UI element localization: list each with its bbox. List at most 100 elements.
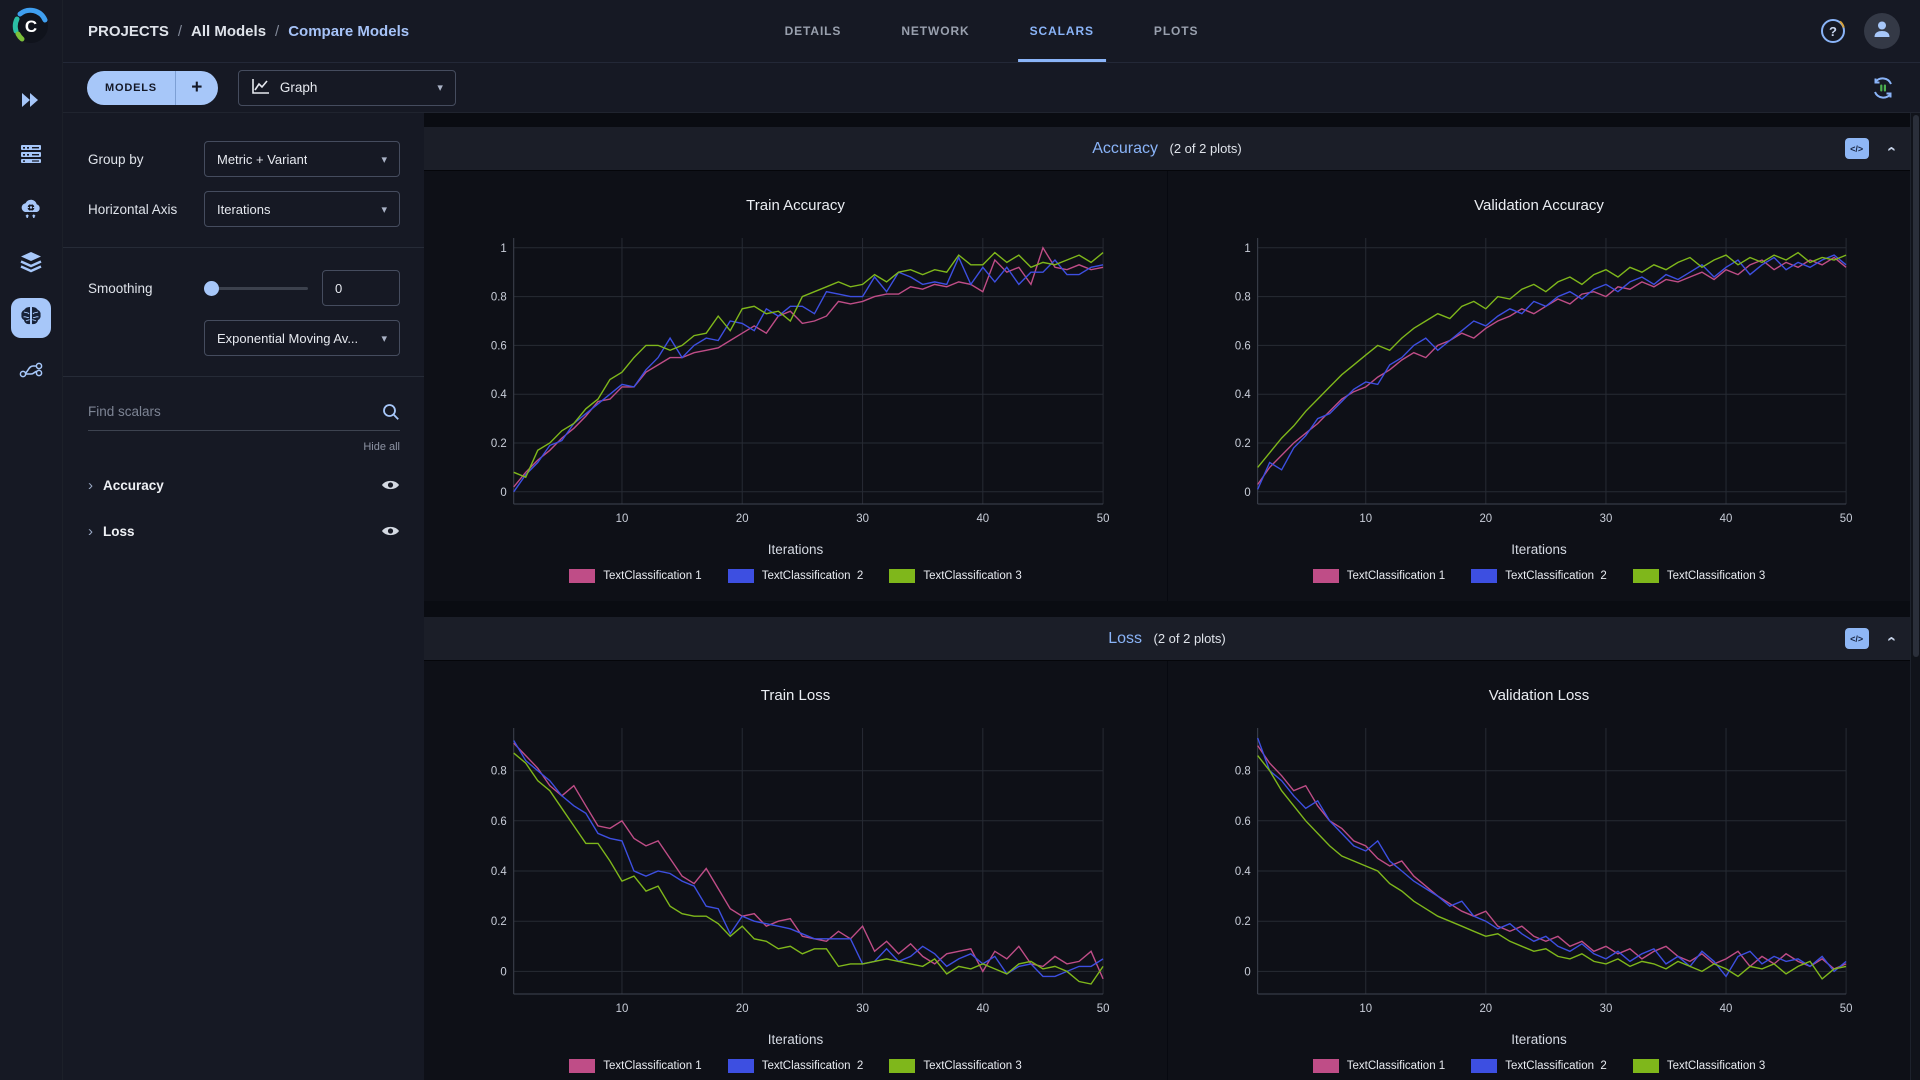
- legend-item[interactable]: TextClassification 2: [1471, 1059, 1607, 1073]
- user-avatar[interactable]: [1864, 13, 1900, 49]
- embed-code-icon[interactable]: </>: [1844, 628, 1869, 649]
- chart-plot-area[interactable]: 0 0.2 0.4 0.6 0.8 1 10 20 30 40 50: [478, 230, 1113, 530]
- nav-datasets-button[interactable]: [11, 136, 51, 176]
- cloud-gear-icon: [19, 197, 43, 224]
- legend-label: TextClassification 1: [603, 1060, 702, 1072]
- scalar-group-accuracy[interactable]: › Accuracy: [88, 471, 400, 499]
- svg-text:C: C: [25, 17, 37, 36]
- legend-swatch: [727, 1059, 754, 1073]
- legend-label: TextClassification 3: [923, 1060, 1022, 1072]
- legend-swatch: [1312, 569, 1339, 583]
- svg-text:0.4: 0.4: [491, 866, 507, 878]
- visibility-eye-icon[interactable]: [381, 524, 400, 538]
- nav-pipelines-button[interactable]: [11, 352, 51, 392]
- chevron-right-icon[interactable]: ›: [88, 522, 93, 540]
- section-title[interactable]: Loss: [1108, 629, 1143, 647]
- search-icon[interactable]: [382, 403, 400, 426]
- legend-item[interactable]: TextClassification 2: [1471, 569, 1607, 583]
- chart-plot-area[interactable]: 0 0.2 0.4 0.6 0.8 1 10 20 30 40 50: [1222, 230, 1856, 530]
- add-model-button[interactable]: +: [191, 76, 203, 98]
- chart-train-accuracy: Train Accuracy 0 0.2 0.4 0.6 0.8 1 10 20 30 40 50 …: [424, 171, 1167, 601]
- svg-text:0.6: 0.6: [1235, 816, 1251, 828]
- hide-all-button[interactable]: Hide all: [363, 441, 400, 453]
- chart-title: Train Accuracy: [746, 197, 845, 214]
- collapse-section-icon[interactable]: ›: [1882, 145, 1900, 152]
- embed-code-icon[interactable]: </>: [1844, 138, 1869, 159]
- person-icon: [1871, 18, 1893, 45]
- scalar-group-loss[interactable]: › Loss: [88, 517, 400, 545]
- nav-models-button[interactable]: [11, 298, 51, 338]
- line-chart-icon: [251, 78, 270, 98]
- legend-item[interactable]: TextClassification 1: [1312, 1059, 1446, 1073]
- svg-text:30: 30: [856, 513, 869, 525]
- legend-item[interactable]: TextClassification 3: [1632, 1059, 1765, 1073]
- legend-label: TextClassification 3: [923, 570, 1022, 582]
- svg-text:0.6: 0.6: [491, 340, 507, 352]
- legend-item[interactable]: TextClassification 3: [889, 1059, 1022, 1073]
- legend-item[interactable]: TextClassification 1: [569, 569, 702, 583]
- legend-swatch: [1632, 1059, 1659, 1073]
- smoothing-value-input[interactable]: [322, 270, 400, 306]
- tab-plots[interactable]: PLOTS: [1153, 24, 1199, 38]
- nav-projects-button[interactable]: [11, 82, 51, 122]
- search-input[interactable]: [88, 404, 400, 419]
- legend-item[interactable]: TextClassification 1: [1312, 569, 1445, 583]
- chevron-down-icon: ▾: [381, 203, 387, 216]
- models-button[interactable]: MODELS: [105, 81, 157, 94]
- clearml-logo[interactable]: C: [12, 7, 50, 50]
- smoothing-label: Smoothing: [88, 280, 153, 296]
- tab-scalars[interactable]: SCALARS: [1000, 0, 1124, 62]
- nav-hyper-datasets-button[interactable]: [11, 244, 51, 284]
- svg-text:10: 10: [1359, 1003, 1372, 1015]
- legend-item[interactable]: TextClassification 1: [569, 1059, 702, 1073]
- panel-divider: [63, 247, 424, 248]
- svg-text:0: 0: [500, 966, 506, 978]
- layers-icon: [19, 251, 43, 278]
- auto-refresh-button[interactable]: [1870, 75, 1896, 101]
- svg-text:40: 40: [1720, 513, 1733, 525]
- chart-plot-area[interactable]: 0 0.2 0.4 0.6 0.8 10 20 30 40 50: [478, 720, 1113, 1020]
- slider-thumb[interactable]: [204, 280, 219, 296]
- tab-details[interactable]: DETAILS: [784, 24, 842, 38]
- svg-text:1: 1: [1244, 243, 1250, 255]
- group-by-select[interactable]: Metric + Variant ▾: [204, 141, 400, 177]
- chart-plot-area[interactable]: 0 0.2 0.4 0.6 0.8 10 20 30 40 50: [1222, 720, 1856, 1020]
- collapse-section-icon[interactable]: ›: [1882, 635, 1900, 642]
- tab-network[interactable]: NETWORK: [901, 24, 970, 38]
- detail-tabs: DETAILS NETWORK SCALARS PLOTS: [755, 0, 1229, 62]
- section-title[interactable]: Accuracy: [1092, 139, 1159, 157]
- legend-item[interactable]: TextClassification 2: [727, 569, 863, 583]
- chevron-right-icon[interactable]: ›: [88, 476, 93, 494]
- horizontal-axis-value: Iterations: [217, 201, 271, 217]
- legend-item[interactable]: TextClassification 2: [727, 1059, 863, 1073]
- smoothing-type-value: Exponential Moving Av...: [217, 330, 359, 346]
- smoothing-slider[interactable]: [204, 280, 308, 296]
- svg-text:40: 40: [976, 513, 989, 525]
- horizontal-axis-label: Horizontal Axis: [88, 201, 178, 217]
- svg-text:1: 1: [500, 243, 506, 255]
- visibility-eye-icon[interactable]: [381, 478, 400, 492]
- help-button[interactable]: ?: [1820, 18, 1846, 44]
- svg-text:10: 10: [1359, 513, 1372, 525]
- nav-remote-workspace-button[interactable]: [11, 190, 51, 230]
- legend-item[interactable]: TextClassification 3: [1632, 569, 1765, 583]
- server-icon: [20, 144, 42, 169]
- breadcrumb-all-models[interactable]: All Models: [191, 22, 267, 40]
- scrollbar-thumb[interactable]: [1913, 115, 1919, 657]
- breadcrumb-projects[interactable]: PROJECTS: [88, 22, 169, 40]
- svg-text:50: 50: [1097, 513, 1110, 525]
- scrollbar[interactable]: [1910, 113, 1920, 1080]
- view-mode-dropdown[interactable]: Graph ▾: [237, 69, 456, 106]
- svg-text:20: 20: [1479, 1003, 1492, 1015]
- legend-label: TextClassification 1: [1346, 1060, 1446, 1072]
- svg-text:0.4: 0.4: [1235, 866, 1251, 878]
- svg-text:0.8: 0.8: [1235, 292, 1251, 304]
- chart-title: Validation Loss: [1488, 687, 1590, 704]
- horizontal-axis-select[interactable]: Iterations ▾: [204, 191, 400, 227]
- chevron-down-icon: ▾: [437, 82, 443, 94]
- pill-divider: [174, 70, 176, 105]
- slider-track[interactable]: [204, 280, 308, 296]
- legend-item[interactable]: TextClassification 3: [889, 569, 1022, 583]
- group-by-value: Metric + Variant: [217, 151, 308, 167]
- smoothing-type-select[interactable]: Exponential Moving Av... ▾: [204, 320, 400, 356]
